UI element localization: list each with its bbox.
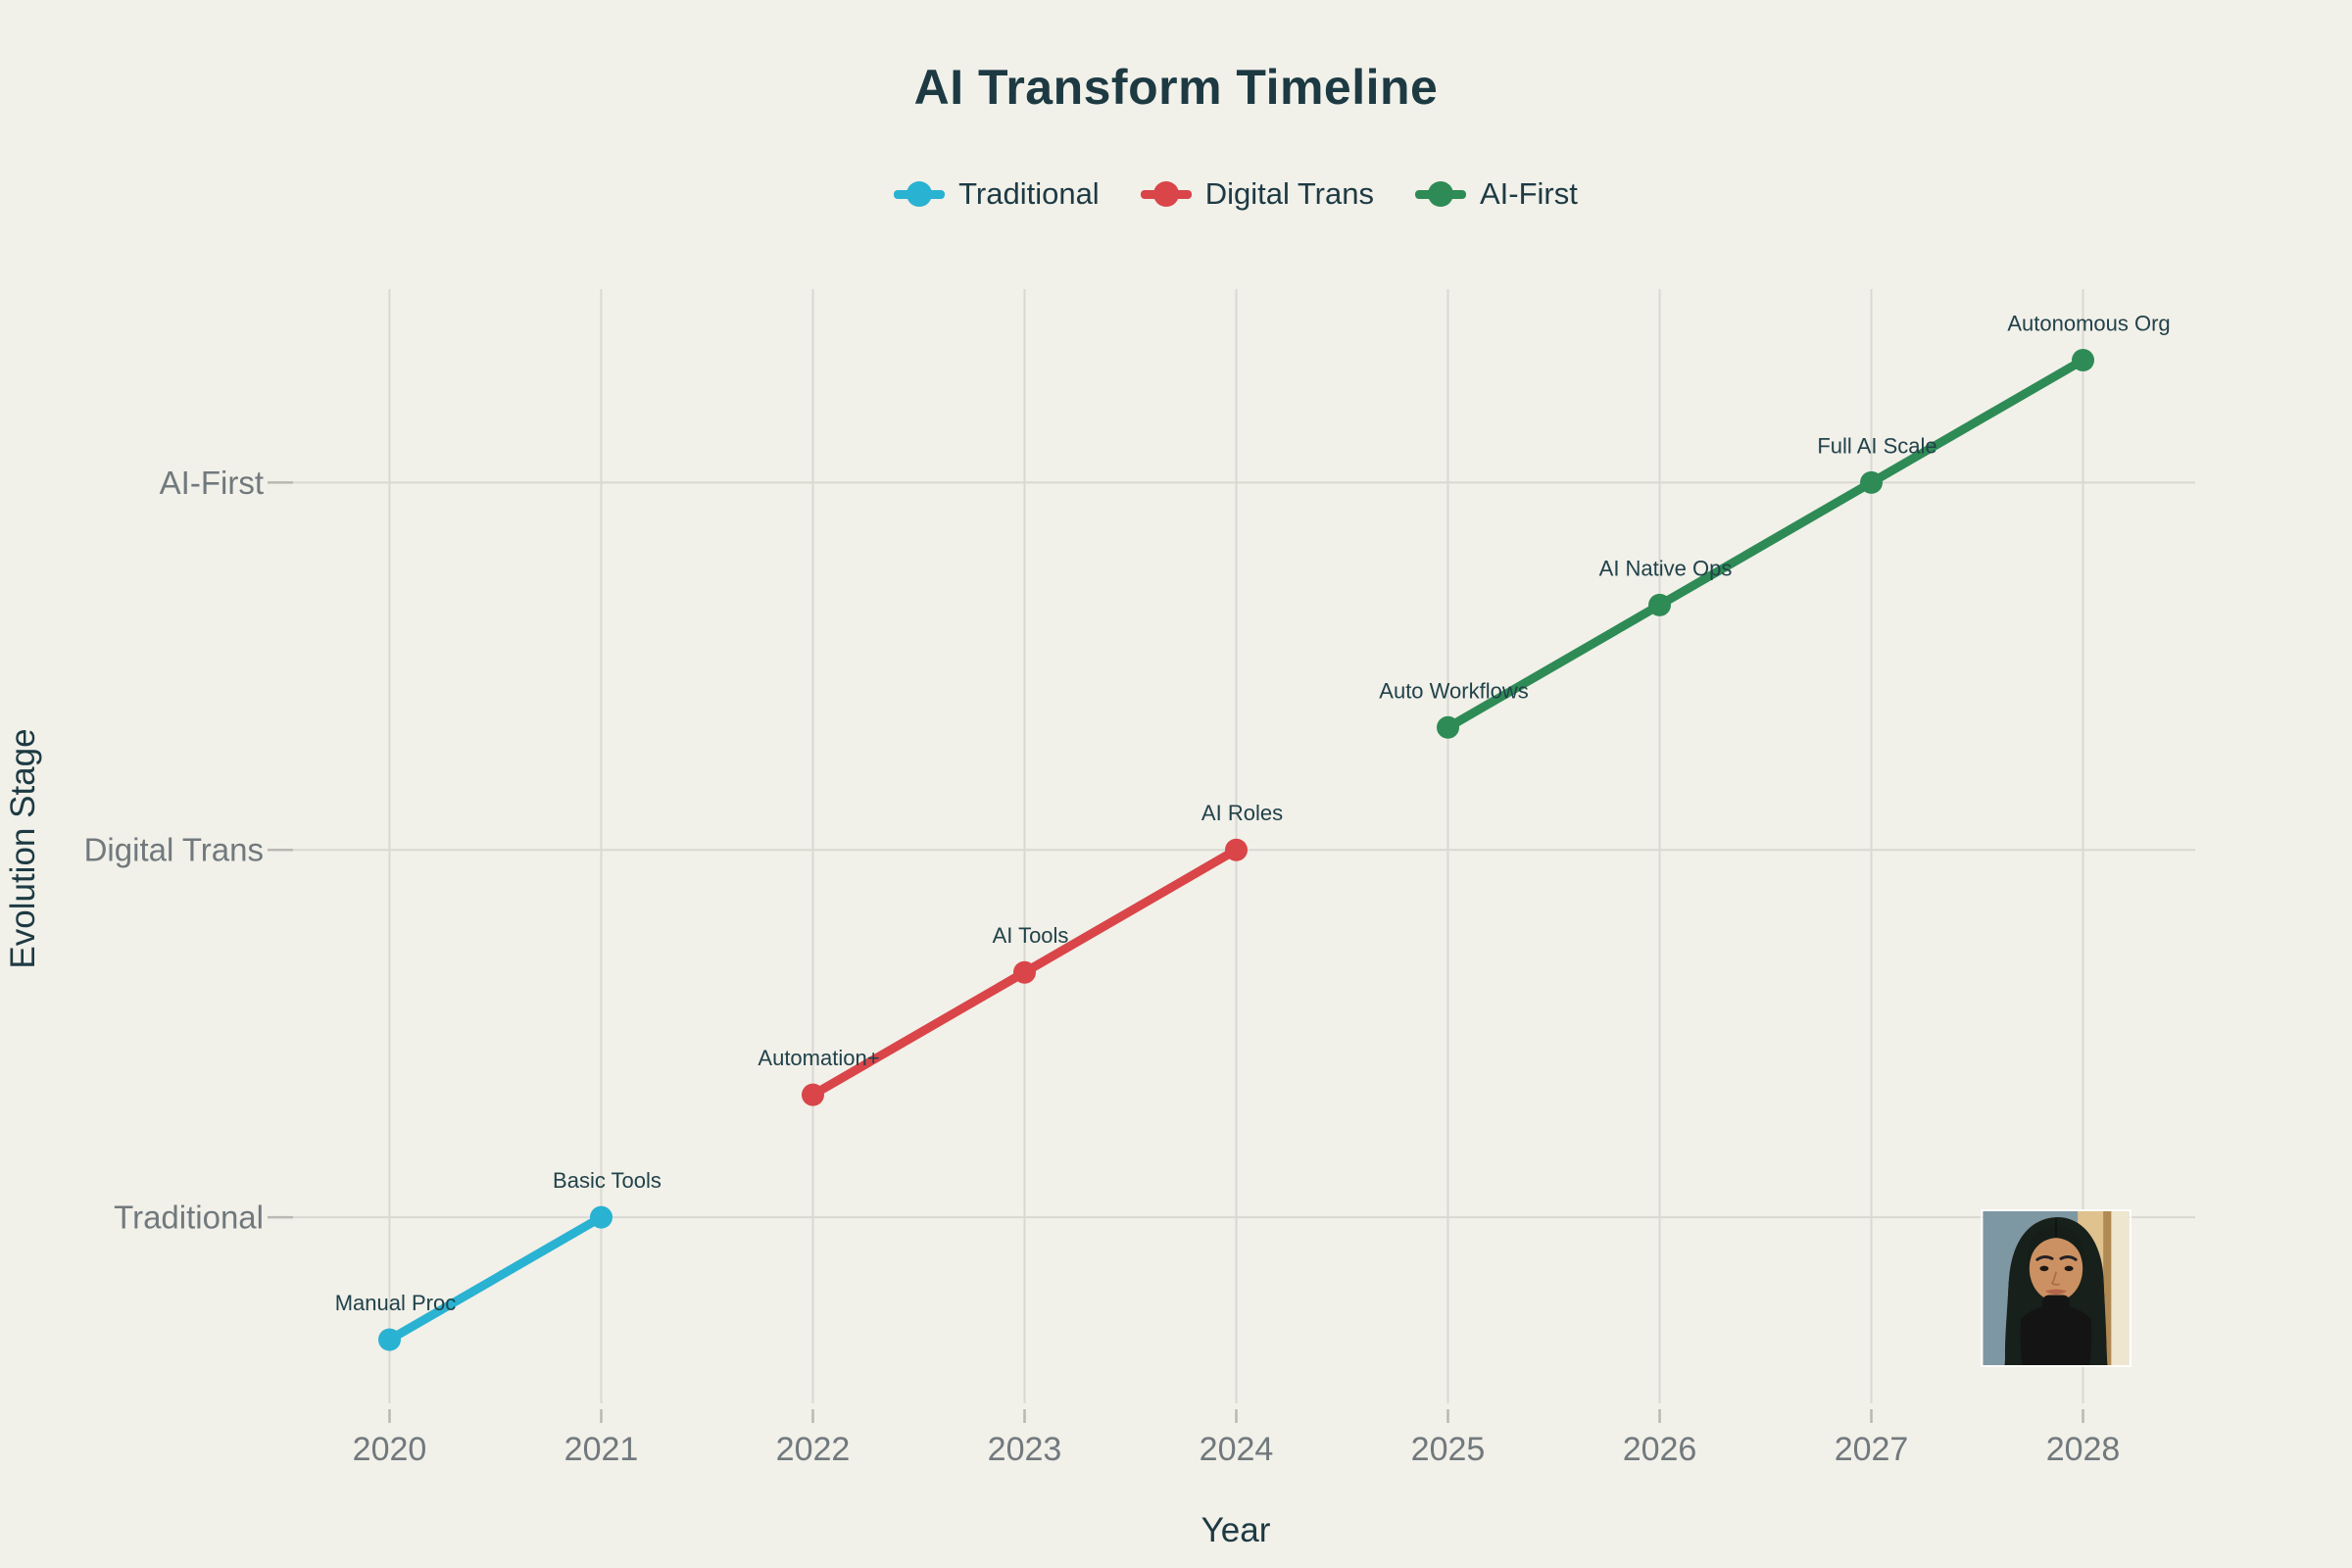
legend-item-ai-first: AI-First (1415, 176, 1578, 212)
legend-line-icon (1415, 181, 1466, 207)
x-tick-label: 2020 (353, 1431, 427, 1468)
legend-dot-icon (1152, 181, 1179, 207)
legend-item-digital-trans: Digital Trans (1140, 176, 1374, 212)
series-line (1444, 356, 2087, 732)
x-tick-label: 2023 (988, 1431, 1062, 1468)
legend-line-icon (894, 181, 946, 207)
data-point-label: AI Native Ops (1599, 556, 1733, 580)
data-point (1860, 470, 1884, 494)
legend-dot-icon (1428, 181, 1453, 207)
data-point-label: Autonomous Org (2007, 311, 2170, 335)
legend-dot-icon (906, 181, 933, 207)
data-point-label: AI Tools (993, 923, 1069, 948)
x-axis-title: Year (1200, 1511, 1271, 1549)
data-point (589, 1205, 612, 1229)
data-point (1648, 593, 1672, 616)
data-point (1225, 838, 1248, 861)
x-tick-label: 2024 (1200, 1431, 1274, 1468)
series-line (385, 1212, 606, 1345)
data-point (1012, 960, 1036, 984)
chart-title: AI Transform Timeline (913, 60, 1439, 115)
data-point-label: Manual Proc (335, 1291, 457, 1315)
legend-item-traditional: Traditional (894, 176, 1100, 212)
legend-line-icon (1140, 181, 1192, 207)
x-tick-label: 2022 (776, 1431, 851, 1468)
data-point-label: AI Roles (1201, 801, 1283, 825)
avatar-image (1981, 1209, 2132, 1367)
legend-label: Digital Trans (1204, 176, 1374, 211)
legend-label: AI-First (1480, 176, 1578, 211)
y-tick-label: Traditional (114, 1200, 264, 1236)
data-point-label: Automation+ (758, 1046, 879, 1070)
legend-label: Traditional (958, 176, 1100, 211)
x-tick-label: 2026 (1623, 1431, 1697, 1468)
y-tick-label: AI-First (160, 465, 264, 501)
y-tick-label: Digital Trans (84, 832, 264, 868)
x-tick-label: 2027 (1835, 1431, 1909, 1468)
x-tick-label: 2021 (564, 1431, 639, 1468)
data-point-label: Basic Tools (553, 1168, 662, 1193)
x-tick-label: 2025 (1411, 1431, 1486, 1468)
data-point (801, 1083, 824, 1106)
x-tick-label: 2028 (2046, 1431, 2121, 1468)
chart-legend: Traditional Digital Trans AI-First (0, 176, 2352, 212)
data-point (377, 1328, 401, 1351)
data-point (1437, 715, 1460, 739)
data-point (2072, 348, 2095, 371)
data-point-label: Auto Workflows (1379, 678, 1528, 703)
data-point-label: Full AI Scale (1817, 433, 1936, 458)
